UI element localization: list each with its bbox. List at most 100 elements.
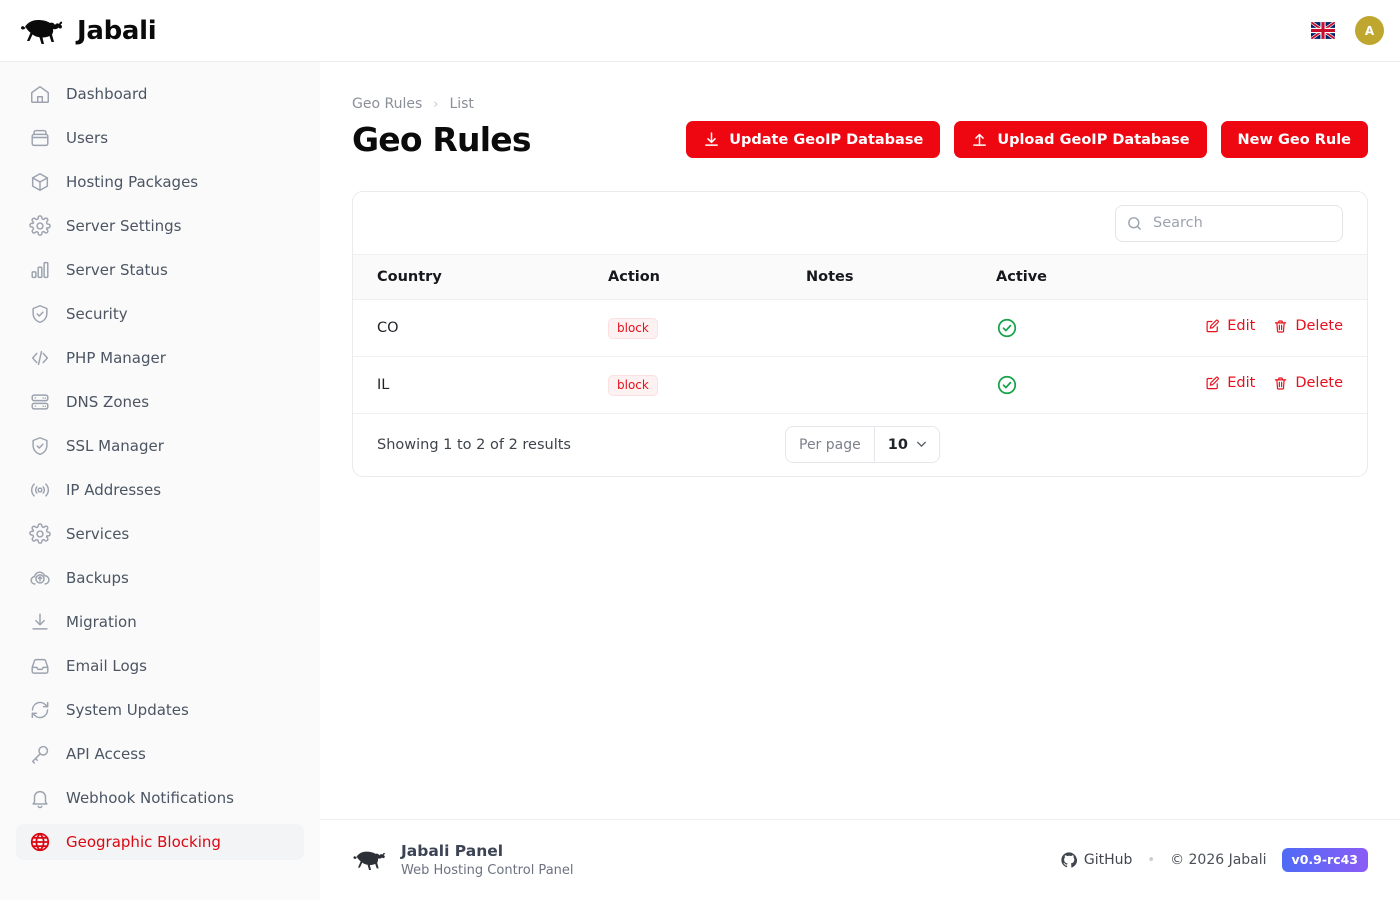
sidebar-item-label: Geographic Blocking xyxy=(66,833,221,851)
new-geo-rule-button[interactable]: New Geo Rule xyxy=(1220,121,1368,158)
table-footer: Showing 1 to 2 of 2 results Per page 10 xyxy=(353,414,1367,476)
key-icon xyxy=(29,743,51,765)
update-geoip-database-label: Update GeoIP Database xyxy=(729,131,924,148)
page-actions: Update GeoIP Database Upload GeoIP Datab… xyxy=(686,121,1368,158)
sidebar-item-label: Users xyxy=(66,129,109,147)
sidebar-item-label: Server Status xyxy=(66,261,168,279)
cell-notes xyxy=(806,357,996,414)
sidebar-item-backups[interactable]: Backups xyxy=(16,560,304,596)
download-icon xyxy=(705,132,719,146)
code-icon xyxy=(29,347,51,369)
sidebar: Dashboard Users Hosting Packages Server Set… xyxy=(0,62,320,900)
geo-rules-card: Country Action Notes Active CO block Edit D… xyxy=(352,191,1368,477)
card-toolbar xyxy=(353,192,1367,254)
sidebar-item-label: Migration xyxy=(66,613,137,631)
sidebar-item-label: DNS Zones xyxy=(66,393,150,411)
sidebar-item-ssl-manager[interactable]: SSL Manager xyxy=(16,428,304,464)
upload-geoip-database-label: Upload GeoIP Database xyxy=(997,131,1190,148)
column-header-operations xyxy=(1171,255,1367,300)
sidebar-item-email-logs[interactable]: Email Logs xyxy=(16,648,304,684)
delete-label: Delete xyxy=(1295,318,1343,335)
delete-button[interactable]: Delete xyxy=(1273,375,1343,391)
version-badge: v0.9-rc43 xyxy=(1281,848,1368,872)
package-icon xyxy=(29,171,51,193)
upload-geoip-database-button[interactable]: Upload GeoIP Database xyxy=(954,121,1207,158)
sidebar-item-label: SSL Manager xyxy=(66,437,164,455)
cell-active xyxy=(996,357,1171,414)
cell-operations: Edit Delete xyxy=(1171,357,1367,414)
bell-icon xyxy=(29,787,51,809)
gear-icon xyxy=(29,523,51,545)
github-label: GitHub xyxy=(1083,852,1133,868)
brand[interactable]: Jabali xyxy=(20,14,157,48)
chevron-right-icon: › xyxy=(433,96,439,112)
sidebar-item-server-settings[interactable]: Server Settings xyxy=(16,208,304,244)
footer-brand-text: Jabali Panel Web Hosting Control Panel xyxy=(401,841,574,879)
footer-separator: • xyxy=(1147,852,1156,868)
shield-check-icon xyxy=(29,435,51,457)
sidebar-item-server-status[interactable]: Server Status xyxy=(16,252,304,288)
new-geo-rule-label: New Geo Rule xyxy=(1237,131,1351,148)
brand-name: Jabali xyxy=(77,15,157,46)
sidebar-item-label: API Access xyxy=(66,745,146,763)
table-row: CO block Edit Delete xyxy=(353,300,1367,357)
uk-flag-icon[interactable] xyxy=(1311,22,1335,39)
cell-notes xyxy=(806,300,996,357)
server-icon xyxy=(29,391,51,413)
cell-country: CO xyxy=(377,320,399,336)
action-badge: block xyxy=(608,374,658,396)
page-footer: Jabali Panel Web Hosting Control Panel G… xyxy=(320,819,1400,900)
column-header-action: Action xyxy=(608,269,661,285)
edit-button[interactable]: Edit xyxy=(1205,375,1255,391)
geo-rules-table: Country Action Notes Active CO block Edit D… xyxy=(353,254,1367,414)
copyright-text: © 2026 Jabali xyxy=(1170,852,1267,868)
footer-subtitle: Web Hosting Control Panel xyxy=(401,862,574,878)
top-header-bar: Jabali A xyxy=(0,0,1400,62)
sidebar-item-geographic-blocking[interactable]: Geographic Blocking xyxy=(16,824,304,860)
edit-label: Edit xyxy=(1227,318,1256,335)
top-header-actions: A xyxy=(1311,16,1384,45)
column-header-notes: Notes xyxy=(806,269,854,285)
sidebar-item-label: Services xyxy=(66,525,130,543)
delete-button[interactable]: Delete xyxy=(1273,318,1343,334)
sidebar-item-services[interactable]: Services xyxy=(16,516,304,552)
column-header-country: Country xyxy=(377,269,442,285)
inbox-icon xyxy=(29,655,51,677)
shield-check-icon xyxy=(29,303,51,325)
sidebar-item-migration[interactable]: Migration xyxy=(16,604,304,640)
sidebar-item-system-updates[interactable]: System Updates xyxy=(16,692,304,728)
gear-icon xyxy=(29,215,51,237)
sidebar-item-dns-zones[interactable]: DNS Zones xyxy=(16,384,304,420)
chevron-down-icon xyxy=(916,441,926,447)
table-body: CO block Edit Delete IL block Edit Delete xyxy=(353,300,1367,414)
trash-icon xyxy=(1273,319,1288,334)
breadcrumb-parent[interactable]: Geo Rules xyxy=(352,96,423,112)
pencil-square-icon xyxy=(1205,319,1220,334)
avatar[interactable]: A xyxy=(1355,16,1384,45)
per-page-value-dropdown[interactable]: 10 xyxy=(875,427,939,462)
update-geoip-database-button[interactable]: Update GeoIP Database xyxy=(686,121,941,158)
action-badge: block xyxy=(608,317,658,339)
boar-logo-icon xyxy=(21,19,63,44)
showing-results-text: Showing 1 to 2 of 2 results xyxy=(377,437,571,453)
cell-active xyxy=(996,300,1171,357)
download-icon xyxy=(29,611,51,633)
sidebar-item-users[interactable]: Users xyxy=(16,120,304,156)
sidebar-item-php-manager[interactable]: PHP Manager xyxy=(16,340,304,376)
sidebar-item-security[interactable]: Security xyxy=(16,296,304,332)
search-input[interactable] xyxy=(1115,204,1343,242)
footer-brand: Jabali Panel Web Hosting Control Panel xyxy=(352,841,574,879)
edit-button[interactable]: Edit xyxy=(1205,318,1255,334)
users-box-icon xyxy=(29,127,51,149)
sidebar-item-api-access[interactable]: API Access xyxy=(16,736,304,772)
page-title: Geo Rules xyxy=(352,120,531,159)
sidebar-item-hosting-packages[interactable]: Hosting Packages xyxy=(16,164,304,200)
edit-label: Edit xyxy=(1227,375,1256,392)
sidebar-item-dashboard[interactable]: Dashboard xyxy=(16,76,304,112)
sidebar-item-label: Webhook Notifications xyxy=(66,789,234,807)
per-page-selector[interactable]: Per page 10 xyxy=(785,426,940,463)
sidebar-item-ip-addresses[interactable]: IP Addresses xyxy=(16,472,304,508)
cell-action: block xyxy=(608,357,806,414)
sidebar-item-webhook-notifications[interactable]: Webhook Notifications xyxy=(16,780,304,816)
github-link[interactable]: GitHub xyxy=(1061,852,1133,868)
